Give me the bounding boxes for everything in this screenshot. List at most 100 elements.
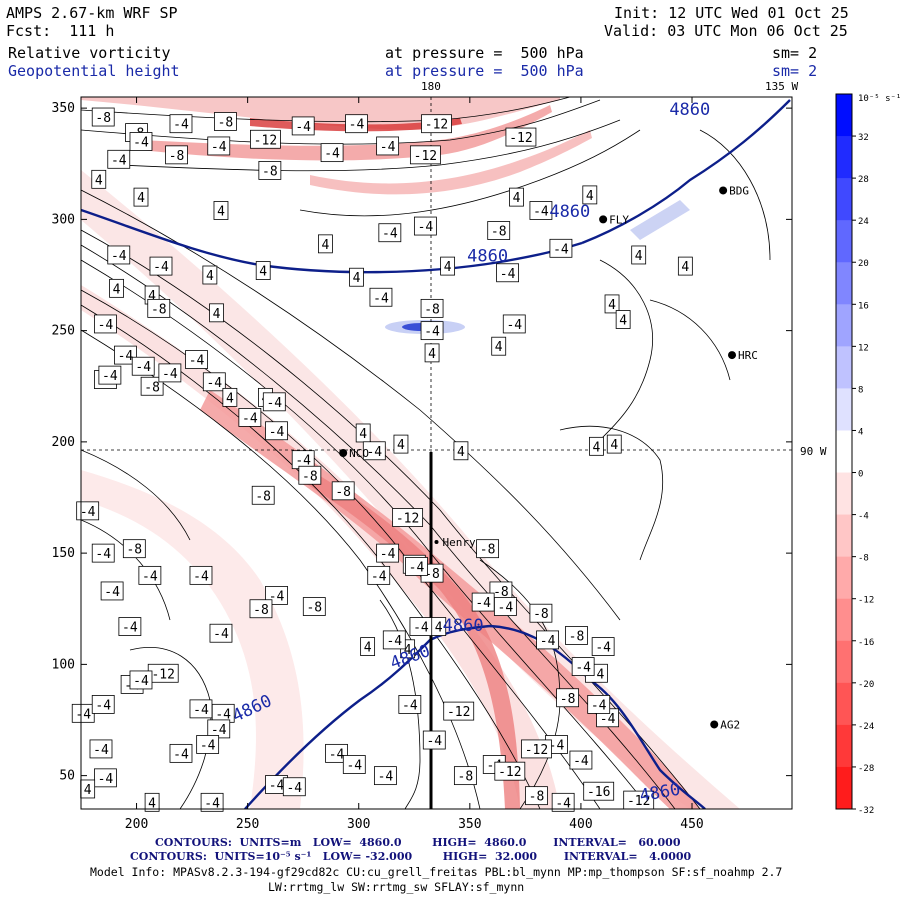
svg-text:-4: -4 xyxy=(135,360,151,375)
colorbar-unit: 10⁻⁵ s⁻¹ xyxy=(858,94,900,104)
vorticity-label: -4 xyxy=(471,592,495,612)
svg-text:4: 4 xyxy=(495,340,503,355)
svg-text:-4: -4 xyxy=(380,140,396,155)
lon-label-90w: 90 W xyxy=(800,445,827,458)
svg-text:4: 4 xyxy=(84,783,92,798)
colorbar-tick-label: -28 xyxy=(858,764,874,774)
svg-text:-12: -12 xyxy=(425,118,448,133)
colorbar-tick-label: -32 xyxy=(858,806,874,816)
colorbar-segment xyxy=(836,220,852,263)
svg-text:4: 4 xyxy=(213,307,221,322)
svg-text:-4: -4 xyxy=(204,796,220,811)
vorticity-label: -8 xyxy=(140,376,164,396)
station-ag2: AG2 xyxy=(710,718,740,731)
field1-name: Relative vorticity xyxy=(8,44,171,62)
vorticity-label: 4 xyxy=(393,434,409,454)
field2-level: at pressure = 500 hPa xyxy=(385,62,584,80)
colorbar-tick-label: 20 xyxy=(858,259,869,269)
svg-text:4: 4 xyxy=(259,265,267,280)
y-tick-label: 150 xyxy=(52,546,75,561)
vorticity-label: 4 xyxy=(133,187,149,207)
vorticity-label: 4 xyxy=(453,441,469,461)
vorticity-label: -4 xyxy=(185,350,208,369)
vorticity-label: -4 xyxy=(129,132,153,151)
svg-text:-4: -4 xyxy=(193,703,209,718)
vorticity-label: -8 xyxy=(249,599,273,619)
svg-text:-4: -4 xyxy=(173,747,189,762)
svg-text:-4: -4 xyxy=(475,596,491,611)
height-contours xyxy=(81,99,791,809)
vorticity-label: -12 xyxy=(421,114,452,134)
svg-text:-8: -8 xyxy=(262,164,278,179)
vorticity-label: -4 xyxy=(536,630,559,650)
vorticity-label: 4 xyxy=(255,261,271,280)
vorticity-label: -4 xyxy=(189,699,213,719)
svg-text:-4: -4 xyxy=(329,747,345,762)
svg-text:4: 4 xyxy=(321,238,329,253)
vorticity-label: 4 xyxy=(318,234,333,254)
vorticity-label: 4 xyxy=(349,267,364,287)
vorticity-label: -8 xyxy=(251,485,275,505)
svg-text:-4: -4 xyxy=(213,627,229,642)
colorbar-tick-label: 24 xyxy=(858,217,869,227)
svg-text:-8: -8 xyxy=(560,692,576,707)
vorticity-label: 4 xyxy=(677,256,693,276)
vorticity-label: -12 xyxy=(147,663,179,683)
vorticity-label: -12 xyxy=(409,145,441,165)
colorbar-tick-label: 4 xyxy=(858,427,863,437)
vorticity-label: 4 xyxy=(91,169,107,189)
svg-text:-4: -4 xyxy=(555,796,571,811)
svg-text:-8: -8 xyxy=(151,302,167,317)
vorticity-label: -4 xyxy=(591,637,615,656)
svg-text:-8: -8 xyxy=(529,790,545,805)
vorticity-label: 4 xyxy=(80,779,96,799)
colorbar-segment xyxy=(836,346,852,389)
svg-text:-4: -4 xyxy=(540,634,556,649)
vorticity-label: 4 xyxy=(109,278,124,298)
svg-text:-4: -4 xyxy=(371,569,387,584)
vorticity-label: -8 xyxy=(476,539,500,559)
vorticity-label: -12 xyxy=(494,761,526,781)
y-tick-label: 100 xyxy=(52,657,75,672)
svg-text:-4: -4 xyxy=(346,759,362,774)
vorticity-label: -8 xyxy=(525,786,548,806)
svg-text:-4: -4 xyxy=(80,505,96,520)
vorticity-label: -4 xyxy=(376,136,400,156)
colorbar-tick-label: -4 xyxy=(858,512,869,522)
svg-text:4: 4 xyxy=(364,641,372,656)
svg-text:4: 4 xyxy=(619,314,627,329)
vorticity-label: -4 xyxy=(496,263,520,283)
vorticity-label: 4 xyxy=(604,294,620,314)
vorticity-label: 4 xyxy=(509,187,524,207)
footer-vorticity-contours: CONTOURS: UNITS=10⁻⁵ s⁻¹ LOW= -32.000 HI… xyxy=(130,850,692,863)
height-label: 4860 xyxy=(669,100,710,120)
colorbar-segment xyxy=(836,556,852,600)
svg-text:FLY: FLY xyxy=(609,213,629,226)
vorticity-label: -4 xyxy=(94,768,117,788)
colorbar-segment xyxy=(836,136,852,179)
svg-text:-4: -4 xyxy=(162,367,178,382)
svg-text:-4: -4 xyxy=(173,118,189,133)
svg-text:-4: -4 xyxy=(409,560,425,575)
svg-text:-8: -8 xyxy=(424,567,440,582)
vorticity-label: -4 xyxy=(373,766,397,786)
vorticity-label: -4 xyxy=(376,543,400,563)
station-bdg: BDG xyxy=(719,184,749,197)
colorbar-segment xyxy=(836,682,852,726)
vorticity-label: -4 xyxy=(529,201,553,220)
vorticity-label: -4 xyxy=(131,356,155,376)
vorticity-label: 4 xyxy=(589,436,604,456)
vorticity-label: -4 xyxy=(362,441,386,461)
svg-text:-4: -4 xyxy=(122,621,138,636)
svg-text:4: 4 xyxy=(226,391,234,406)
x-axis: 200 250 300 350 400 450 xyxy=(125,97,704,832)
x-tick-label: 450 xyxy=(680,817,703,832)
svg-text:HRC: HRC xyxy=(738,349,758,362)
svg-text:-4: -4 xyxy=(242,411,258,426)
svg-text:-8: -8 xyxy=(95,111,111,126)
vorticity-label: -4 xyxy=(149,256,173,276)
vorticity-label: -12 xyxy=(521,739,552,759)
vorticity-label: -4 xyxy=(211,703,235,723)
svg-text:Henry: Henry xyxy=(443,536,476,549)
